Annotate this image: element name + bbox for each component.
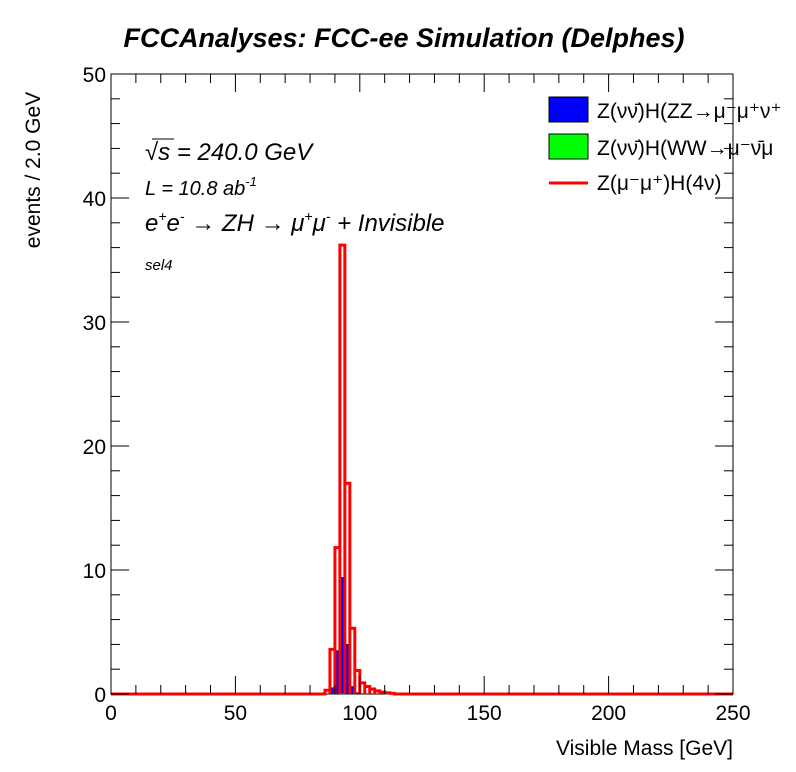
annotation-luminosity: L = 10.8 ab-1 [145,174,257,200]
y-tick-label-2: 20 [83,436,106,459]
legend-label-ww: Z(νν̄)H(WW→μ⁻ν̄μ [597,137,773,160]
x-axis-label: Visible Mass [GeV] [556,737,733,760]
y-axis-label: events / 2.0 GeV [22,92,45,248]
process-mu1: μ [290,210,304,237]
process-arrow: → ZH → [185,210,292,237]
annotation-selection: sel4 [145,257,173,274]
process-tail: + Invisible [330,210,444,237]
line-histograms [111,243,733,696]
x-tick-labels: 0 50 100 150 200 250 [105,702,750,725]
y-tick-label-5: 50 [83,64,106,87]
process-mu2: μ [312,210,326,237]
process-e2: e [167,210,180,237]
process-mu1-sup: + [304,208,312,224]
x-tick-label-4: 200 [591,702,626,725]
hist-line-s2 [111,243,733,696]
axis-ticks [110,73,734,695]
sqrt-s-symbol: √s [145,139,170,166]
annotation-process: e+e- → ZH → μ+μ- + Invisible [145,208,444,237]
process-e1: e [145,210,158,237]
y-tick-labels: 0 10 20 30 40 50 [83,64,106,707]
legend-swatch-ww [548,133,589,160]
x-tick-label-0: 0 [105,702,117,725]
process-e2-sup: - [180,208,185,224]
legend-label-4nu: Z(μ⁻μ⁺)H(4ν) [597,172,722,195]
sqrt-s-value: = 240.0 GeV [170,139,314,166]
y-tick-label-4: 40 [83,188,106,211]
legend-swatch-zz [548,96,589,123]
legend: Z(νν̄)H(ZZ→μ⁻μ⁺ν⁺ Z(νν̄)H(WW→μ⁻ν̄μ Z(μ⁻μ… [548,96,782,195]
annotation-sqrt-s: √s = 240.0 GeV [145,139,314,166]
lumi-exponent: -1 [245,174,257,189]
process-e1-sup: + [158,208,166,224]
legend-label-zz: Z(νν̄)H(ZZ→μ⁻μ⁺ν⁺ [597,100,782,123]
x-tick-label-1: 50 [224,702,247,725]
x-tick-label-5: 250 [715,702,750,725]
lumi-prefix: L = 10.8 ab [145,178,245,200]
x-tick-label-3: 150 [467,702,502,725]
process-mu2-sup: - [326,208,331,224]
y-tick-label-1: 10 [83,560,106,583]
plot-frame [110,73,734,695]
chart-title: FCCAnalyses: FCC-ee Simulation (Delphes) [123,23,684,53]
y-tick-label-3: 30 [83,312,106,335]
x-tick-label-2: 100 [342,702,377,725]
y-tick-label-0: 0 [94,684,106,707]
